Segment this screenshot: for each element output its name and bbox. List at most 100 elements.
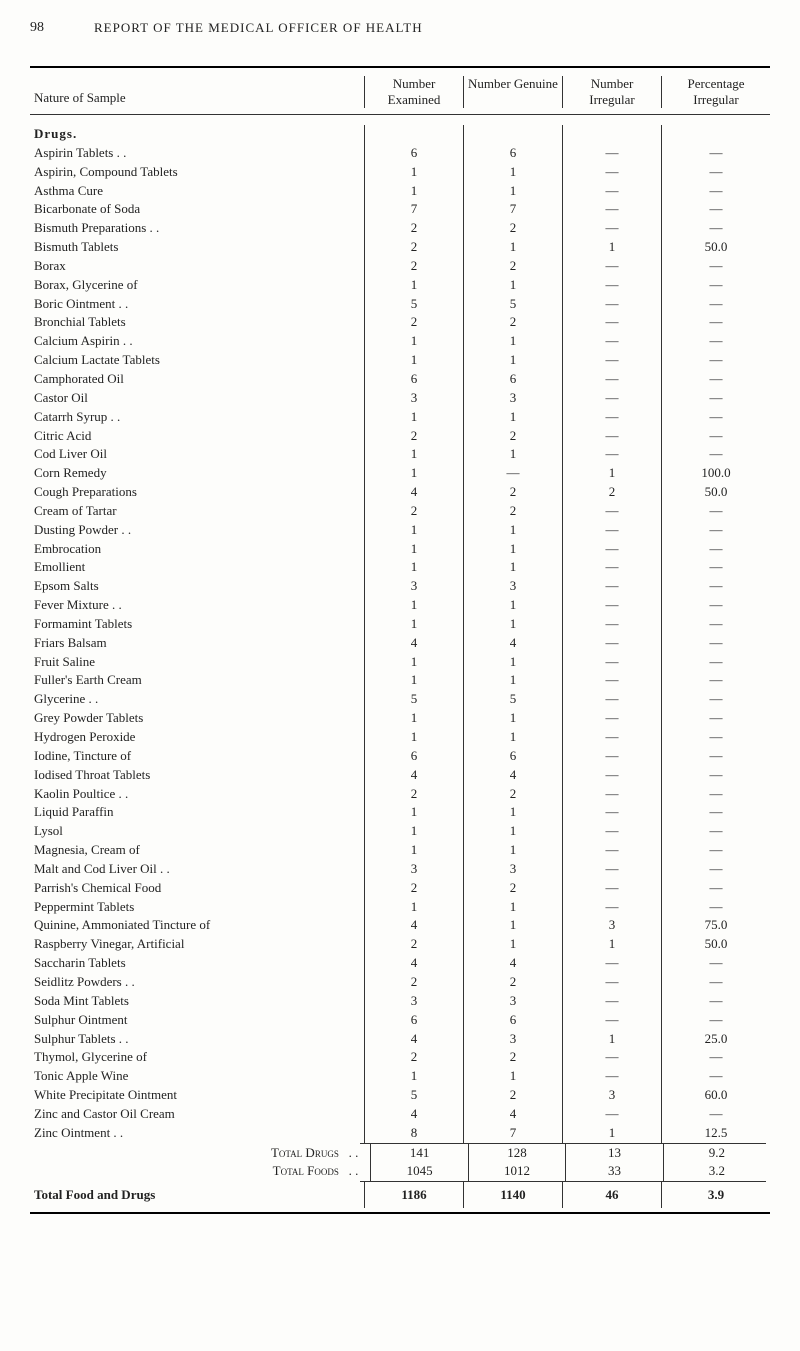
cell-nature: Catarrh Syrup . . xyxy=(30,408,364,427)
subtotal-genuine: 128 xyxy=(468,1144,565,1163)
cell-genuine: 1 xyxy=(463,653,562,672)
subtotal-genuine: 1012 xyxy=(468,1162,565,1181)
cell-irregular: — xyxy=(562,276,661,295)
table-row: Bismuth Preparations . .22—— xyxy=(30,219,770,238)
cell-examined: 7 xyxy=(364,200,463,219)
cell-nature: Borax xyxy=(30,257,364,276)
cell-nature: Cod Liver Oil xyxy=(30,445,364,464)
cell-examined: 2 xyxy=(364,427,463,446)
cell-genuine: 1 xyxy=(463,916,562,935)
cell-nature: Castor Oil xyxy=(30,389,364,408)
cell-irregular: — xyxy=(562,427,661,446)
cell-examined: 2 xyxy=(364,238,463,257)
cell-percent: — xyxy=(661,992,770,1011)
cell-percent: — xyxy=(661,219,770,238)
cell-nature: Parrish's Chemical Food xyxy=(30,879,364,898)
data-table: Nature of Sample Number Examined Number … xyxy=(30,66,770,1214)
cell-percent: — xyxy=(661,803,770,822)
cell-examined: 1 xyxy=(364,558,463,577)
cell-irregular: — xyxy=(562,860,661,879)
cell-nature: White Precipitate Ointment xyxy=(30,1086,364,1105)
table-row: Citric Acid22—— xyxy=(30,427,770,446)
table-row: Bronchial Tablets22—— xyxy=(30,313,770,332)
cell-examined: 1 xyxy=(364,332,463,351)
cell-genuine: 1 xyxy=(463,163,562,182)
cell-examined: 1 xyxy=(364,521,463,540)
cell-genuine: 2 xyxy=(463,502,562,521)
table-row: Soda Mint Tablets33—— xyxy=(30,992,770,1011)
table-row: Liquid Paraffin11—— xyxy=(30,803,770,822)
table-row: Fever Mixture . .11—— xyxy=(30,596,770,615)
table-row: Lysol11—— xyxy=(30,822,770,841)
cell-genuine: 5 xyxy=(463,690,562,709)
cell-genuine: 6 xyxy=(463,144,562,163)
grand-total-percent: 3.9 xyxy=(661,1182,770,1208)
cell-nature: Quinine, Ammoniated Tincture of xyxy=(30,916,364,935)
cell-examined: 3 xyxy=(364,389,463,408)
table-row: Formamint Tablets11—— xyxy=(30,615,770,634)
cell-examined: 6 xyxy=(364,370,463,389)
cell-examined: 1 xyxy=(364,276,463,295)
cell-genuine: 1 xyxy=(463,803,562,822)
cell-nature: Raspberry Vinegar, Artificial xyxy=(30,935,364,954)
subtotal-row: Total Drugs . .141128139.2 xyxy=(30,1144,770,1163)
table-row: Boric Ointment . .55—— xyxy=(30,295,770,314)
cell-genuine: 1 xyxy=(463,521,562,540)
cell-genuine: 1 xyxy=(463,238,562,257)
table-row: White Precipitate Ointment52360.0 xyxy=(30,1086,770,1105)
cell-nature: Corn Remedy xyxy=(30,464,364,483)
table-row: Calcium Lactate Tablets11—— xyxy=(30,351,770,370)
cell-examined: 1 xyxy=(364,540,463,559)
cell-irregular: — xyxy=(562,803,661,822)
cell-nature: Iodine, Tincture of xyxy=(30,747,364,766)
cell-nature: Citric Acid xyxy=(30,427,364,446)
cell-examined: 6 xyxy=(364,1011,463,1030)
cell-examined: 1 xyxy=(364,841,463,860)
cell-examined: 1 xyxy=(364,709,463,728)
cell-nature: Liquid Paraffin xyxy=(30,803,364,822)
cell-irregular: — xyxy=(562,728,661,747)
cell-examined: 4 xyxy=(364,634,463,653)
cell-examined: 6 xyxy=(364,144,463,163)
cell-irregular: — xyxy=(562,163,661,182)
cell-nature: Seidlitz Powders . . xyxy=(30,973,364,992)
cell-percent: — xyxy=(661,1105,770,1124)
cell-examined: 4 xyxy=(364,766,463,785)
cell-irregular: — xyxy=(562,973,661,992)
cell-genuine: 1 xyxy=(463,841,562,860)
subtotal-label: Total Foods . . xyxy=(30,1162,370,1181)
cell-nature: Calcium Aspirin . . xyxy=(30,332,364,351)
cell-genuine: 2 xyxy=(463,1086,562,1105)
table-row: Hydrogen Peroxide11—— xyxy=(30,728,770,747)
cell-irregular: — xyxy=(562,389,661,408)
cell-irregular: 3 xyxy=(562,916,661,935)
table-row: Sulphur Tablets . .43125.0 xyxy=(30,1030,770,1049)
cell-irregular: — xyxy=(562,1067,661,1086)
cell-percent: — xyxy=(661,276,770,295)
cell-percent: — xyxy=(661,200,770,219)
cell-percent: — xyxy=(661,351,770,370)
cell-examined: 4 xyxy=(364,954,463,973)
cell-percent: — xyxy=(661,163,770,182)
cell-nature: Sulphur Ointment xyxy=(30,1011,364,1030)
subtotal-block: Total Drugs . .141128139.2Total Foods . … xyxy=(30,1144,770,1182)
cell-nature: Bismuth Preparations . . xyxy=(30,219,364,238)
subtotal-examined: 141 xyxy=(370,1144,467,1163)
grand-total-irregular: 46 xyxy=(562,1182,661,1208)
cell-percent: 25.0 xyxy=(661,1030,770,1049)
table-row: Saccharin Tablets44—— xyxy=(30,954,770,973)
cell-nature: Camphorated Oil xyxy=(30,370,364,389)
table-row: Malt and Cod Liver Oil . .33—— xyxy=(30,860,770,879)
cell-irregular: — xyxy=(562,653,661,672)
subtotal-label: Total Drugs . . xyxy=(30,1144,370,1163)
cell-nature: Magnesia, Cream of xyxy=(30,841,364,860)
grand-total-label: Total Food and Drugs xyxy=(30,1182,364,1208)
cell-examined: 1 xyxy=(364,822,463,841)
cell-nature: Calcium Lactate Tablets xyxy=(30,351,364,370)
cell-percent: — xyxy=(661,558,770,577)
cell-genuine: 2 xyxy=(463,973,562,992)
subtotal-percent: 3.2 xyxy=(663,1162,770,1181)
cell-percent: — xyxy=(661,1067,770,1086)
cell-irregular: — xyxy=(562,182,661,201)
cell-genuine: 6 xyxy=(463,370,562,389)
